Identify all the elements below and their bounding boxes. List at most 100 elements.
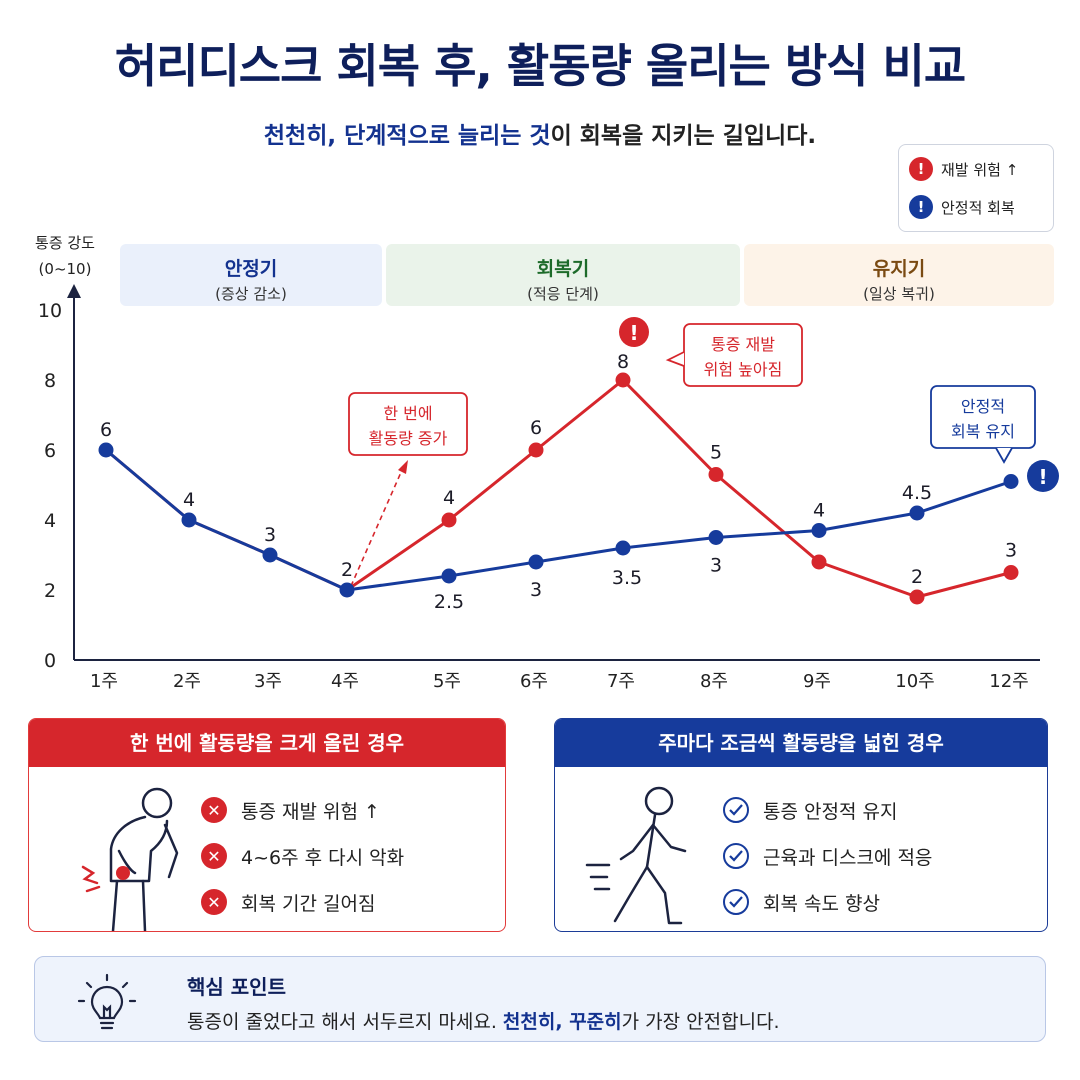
data-label-gradual: 3: [710, 555, 722, 577]
callout-sudden-increase-box: [348, 392, 468, 456]
x-tick-label: 10주: [895, 671, 934, 692]
key-point-title: 핵심 포인트: [187, 975, 286, 999]
data-point-gradual: [528, 554, 544, 570]
callout-relapse-risk-text: 통증 재발: [711, 335, 775, 354]
phase-name: 회복기: [536, 258, 590, 280]
key-point-box: 핵심 포인트 통증이 줄었다고 해서 서두르지 마세요. 천천히, 꾸준히가 가…: [34, 956, 1046, 1042]
phase-name: 안정기: [224, 258, 278, 280]
phase-desc: (증상 감소): [215, 285, 287, 303]
sudden-increase-arrowhead: [398, 460, 408, 474]
list-item-text: 근육과 디스크에 적응: [763, 846, 933, 869]
series-line-sudden: [105, 378, 1012, 599]
y-axis-title-line2: (0~10): [38, 260, 92, 278]
card-title: 주마다 조금씩 활동량을 넓힌 경우: [555, 719, 1047, 767]
phase-maintenance: 유지기 (일상 복귀): [744, 244, 1054, 306]
check-icon: [723, 843, 749, 869]
data-point-gradual: [708, 530, 724, 545]
data-label-sudden: 6: [530, 417, 542, 439]
x-tick-label: 6주: [520, 671, 548, 692]
y-axis-title-line1: 통증 강도: [35, 234, 95, 252]
data-point-gradual: [181, 512, 197, 528]
data-label-gradual: 4: [183, 489, 195, 511]
legend-item-stable: ! 안정적 회복: [909, 195, 1015, 219]
list-item: 통증 안정적 유지: [723, 787, 932, 833]
data-point-sudden: [528, 442, 544, 458]
list-item-text: 통증 안정적 유지: [763, 800, 898, 823]
check-icon: [723, 889, 749, 915]
y-tick-label: 10: [38, 300, 62, 322]
x-tick-label: 2주: [173, 671, 201, 692]
list-item-text: 통증 재발 위험 ↑: [241, 800, 380, 823]
back-pain-person-icon: [81, 787, 179, 931]
data-label-sudden: 4: [443, 487, 455, 509]
x-tick-label: 5주: [433, 671, 461, 692]
page-title: 허리디스크 회복 후, 활동량 올리는 방식 비교: [114, 39, 966, 93]
x-tick-label: 1주: [90, 671, 118, 692]
x-tick-label: 12주: [989, 671, 1028, 692]
list-item: ✕ 회복 기간 길어짐: [201, 879, 404, 925]
data-point-sudden: [615, 372, 631, 388]
data-label-gradual: 2.5: [434, 591, 464, 613]
x-tick-label: 9주: [803, 671, 831, 692]
key-point-text-b: 가 가장 안전합니다.: [621, 1011, 780, 1033]
x-icon: ✕: [201, 843, 227, 869]
y-tick-label: 0: [44, 650, 56, 672]
callout-relapse-risk-tail: [665, 351, 685, 367]
callout-relapse-risk-text: 위험 높아짐: [704, 360, 783, 379]
legend-label-stable: 안정적 회복: [941, 198, 1015, 217]
alert-blue-icon: !: [909, 195, 933, 219]
card-sudden-increase: 한 번에 활동량을 크게 올린 경우 ✕ 통증 재발 위험 ↑ ✕ 4~6주 후…: [28, 718, 506, 932]
data-point-gradual: [262, 547, 278, 563]
phase-stabilization: 안정기 (증상 감소): [120, 244, 382, 306]
callout-stable-text: 회복 유지: [951, 422, 1015, 441]
line-chart: 0 2 4 6 8 10 1주 2주 3주 4주 5주 6주 7주 8주 9주 10주 12주 6 4 3 2 2.5 3 3…: [38, 284, 1059, 692]
card-gradual-increase: 주마다 조금씩 활동량을 넓힌 경우 통증 안정적 유지 근육과 디스크에 적응: [554, 718, 1048, 932]
phase-desc: (적응 단계): [527, 285, 599, 303]
data-label-sudden: 5: [710, 442, 722, 464]
data-label-gradual: 3.5: [612, 567, 642, 589]
data-label-sudden: 2: [911, 566, 923, 588]
card-list: ✕ 통증 재발 위험 ↑ ✕ 4~6주 후 다시 악화 ✕ 회복 기간 길어짐: [201, 787, 404, 925]
data-point-gradual: [1003, 474, 1019, 489]
x-tick-label: 4주: [331, 671, 359, 692]
card-title: 한 번에 활동량을 크게 올린 경우: [29, 719, 505, 767]
legend-item-relapse: ! 재발 위험 ↑: [909, 157, 1018, 181]
data-label-sudden: 8: [617, 351, 629, 373]
x-tick-label: 3주: [254, 671, 282, 692]
x-tick-label: 7주: [607, 671, 635, 692]
data-point-sudden: [909, 589, 925, 605]
subtitle-rest: 이 회복을 지키는 길입니다.: [550, 123, 817, 149]
data-point-sudden: [708, 467, 724, 482]
sudden-increase-arrow: [350, 469, 403, 587]
callout-stable-tail: [995, 447, 1013, 464]
series-line-gradual: [105, 448, 1012, 592]
data-point-gradual: [811, 523, 827, 538]
subtitle-highlight: 천천히, 단계적으로 늘리는 것: [263, 123, 551, 149]
x-icon: ✕: [201, 797, 227, 823]
alert-blue-icon: [1027, 460, 1059, 492]
data-point-gradual: [441, 568, 457, 584]
data-label-gradual: 4.5: [902, 482, 932, 504]
data-point-sudden: [1003, 565, 1019, 580]
list-item: 회복 속도 향상: [723, 879, 932, 925]
data-label-gradual: 4: [813, 500, 825, 522]
list-item-text: 4~6주 후 다시 악화: [241, 846, 405, 869]
alert-red-mark: !: [629, 321, 638, 345]
data-point-gradual: [98, 442, 114, 458]
list-item: ✕ 통증 재발 위험 ↑: [201, 787, 404, 833]
list-item-text: 회복 기간 길어짐: [241, 892, 376, 915]
data-label-gradual: 3: [264, 524, 276, 546]
card-list: 통증 안정적 유지 근육과 디스크에 적응 회복 속도 향상: [723, 787, 932, 925]
data-label-gradual: 2: [341, 559, 353, 581]
callout-sudden-increase-text: 한 번에: [383, 404, 432, 423]
x-icon: ✕: [201, 889, 227, 915]
key-point-text: 통증이 줄었다고 해서 서두르지 마세요. 천천히, 꾸준히가 가장 안전합니다…: [187, 1007, 780, 1034]
data-label-sudden: 3: [1005, 540, 1017, 562]
data-point-gradual: [909, 505, 925, 521]
phase-desc: (일상 복귀): [863, 285, 935, 303]
callout-stable-box: [930, 385, 1036, 449]
key-point-text-a: 통증이 줄었다고 해서 서두르지 마세요.: [187, 1011, 503, 1033]
data-point-gradual: [339, 582, 355, 598]
alert-red-icon: !: [909, 157, 933, 181]
data-label-gradual: 6: [100, 419, 112, 441]
